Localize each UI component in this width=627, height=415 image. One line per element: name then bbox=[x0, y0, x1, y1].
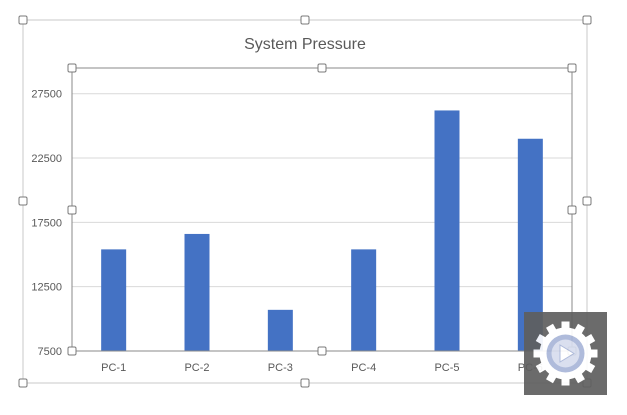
bar[interactable] bbox=[101, 249, 127, 351]
y-axis-labels: 7500 12500 17500 22500 27500 bbox=[31, 89, 62, 358]
resize-handle[interactable] bbox=[582, 196, 592, 206]
resize-handle[interactable] bbox=[317, 346, 327, 356]
chart-title: System Pressure bbox=[244, 36, 366, 53]
selection-handles bbox=[18, 15, 592, 388]
gear-tooth bbox=[561, 375, 570, 386]
x-axis-labels: PC-1PC-2PC-3PC-4PC-5PC-6 bbox=[101, 362, 543, 374]
resize-handle[interactable] bbox=[67, 205, 77, 215]
y-tick-label: 12500 bbox=[31, 282, 62, 294]
x-tick-label: PC-1 bbox=[101, 362, 126, 374]
plot-area-frame[interactable] bbox=[71, 67, 573, 352]
bar[interactable] bbox=[351, 249, 377, 351]
bar[interactable] bbox=[184, 233, 210, 351]
resize-handle[interactable] bbox=[300, 378, 310, 388]
gear-tooth bbox=[561, 321, 570, 332]
x-tick-label: PC-5 bbox=[434, 362, 459, 374]
bars bbox=[101, 110, 543, 351]
bar[interactable] bbox=[434, 110, 460, 351]
overlay-widget[interactable] bbox=[524, 312, 607, 395]
resize-handle[interactable] bbox=[300, 15, 310, 25]
resize-handle[interactable] bbox=[67, 63, 77, 73]
x-tick-label: PC-2 bbox=[184, 362, 209, 374]
x-tick-label: PC-4 bbox=[351, 362, 376, 374]
play-triangle bbox=[559, 344, 575, 363]
resize-handle[interactable] bbox=[67, 346, 77, 356]
y-tick-label: 27500 bbox=[31, 89, 62, 101]
resize-handle[interactable] bbox=[18, 378, 28, 388]
y-tick-label: 17500 bbox=[31, 217, 62, 229]
gear-play-icon bbox=[533, 321, 598, 386]
y-tick-label: 7500 bbox=[38, 346, 62, 358]
y-tick-label: 22500 bbox=[31, 153, 62, 165]
resize-handle[interactable] bbox=[582, 15, 592, 25]
resize-handle[interactable] bbox=[567, 63, 577, 73]
gridlines bbox=[72, 93, 572, 288]
resize-handle[interactable] bbox=[18, 15, 28, 25]
resize-handle[interactable] bbox=[567, 205, 577, 215]
resize-handle[interactable] bbox=[317, 63, 327, 73]
bar[interactable] bbox=[267, 309, 293, 351]
resize-handle[interactable] bbox=[18, 196, 28, 206]
x-tick-label: PC-3 bbox=[268, 362, 293, 374]
